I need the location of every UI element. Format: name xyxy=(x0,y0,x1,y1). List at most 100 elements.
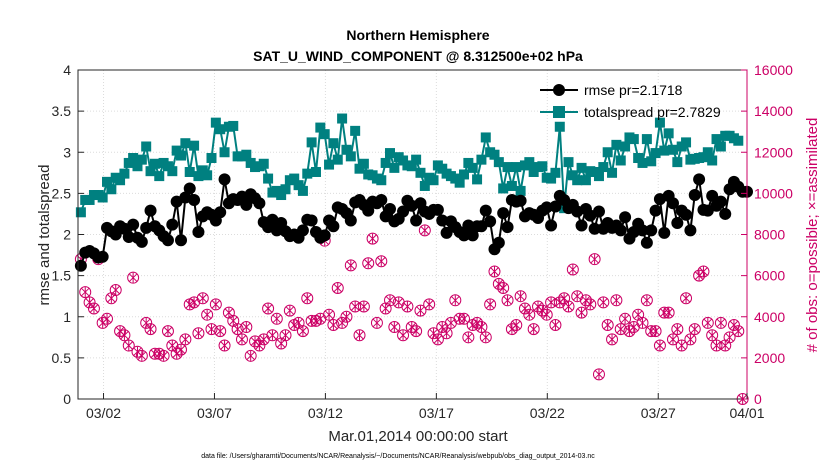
obs-possible-point xyxy=(96,316,109,329)
rmse-point xyxy=(431,203,444,216)
obs-assimilated-point xyxy=(681,293,691,304)
rmse-point xyxy=(362,204,375,217)
obs-assimilated-point xyxy=(111,285,121,296)
obs-assimilated-point xyxy=(163,326,173,337)
obs-possible-point xyxy=(606,333,619,346)
obs-assimilated-point xyxy=(202,309,212,320)
obs-assimilated-point xyxy=(612,295,621,306)
obs-possible-point xyxy=(383,294,396,307)
left-y-tick-label: 0.5 xyxy=(52,350,72,366)
obs-assimilated-point xyxy=(154,348,164,359)
obs-assimilated-point xyxy=(194,328,203,339)
totalspread-point xyxy=(406,161,417,172)
totalspread-point xyxy=(310,166,321,177)
obs-assimilated-point xyxy=(107,293,116,304)
legend-totalspread-marker xyxy=(553,106,565,118)
left-y-tick-label: 2.5 xyxy=(52,185,72,201)
rmse-point xyxy=(375,193,388,206)
obs-possible-point xyxy=(244,349,257,362)
left-y-tick-label: 3 xyxy=(63,144,71,160)
obs-assimilated-point xyxy=(141,317,151,328)
obs-possible-point xyxy=(344,259,357,272)
rmse-point xyxy=(218,173,231,186)
totalspread-point xyxy=(106,184,117,195)
obs-possible-point xyxy=(87,302,100,315)
totalspread-point xyxy=(459,169,470,180)
obs-assimilated-point xyxy=(120,330,129,341)
totalspread-point xyxy=(511,162,522,173)
totalspread-point xyxy=(411,154,422,165)
obs-possible-point xyxy=(266,329,279,342)
x-tick-label: 03/27 xyxy=(641,405,676,421)
obs-assimilated-point xyxy=(124,340,134,351)
obs-possible-point xyxy=(649,325,662,338)
obs-possible-point xyxy=(697,265,710,278)
obs-assimilated-point xyxy=(237,334,247,345)
obs-possible-point xyxy=(114,325,127,338)
obs-possible-point xyxy=(575,306,588,319)
obs-assimilated-point xyxy=(481,332,491,343)
rmse-point xyxy=(636,224,649,237)
obs-assimilated-point xyxy=(638,317,647,328)
obs-assimilated-point xyxy=(464,332,473,343)
right-y-tick-label: 0 xyxy=(754,391,762,407)
obs-possible-point xyxy=(484,298,497,311)
obs-possible-point xyxy=(540,308,553,321)
rmse-point xyxy=(436,214,449,227)
obs-possible-point xyxy=(305,314,318,327)
obs-possible-point xyxy=(579,294,592,307)
obs-assimilated-point xyxy=(664,307,673,318)
chart-title: Northern Hemisphere xyxy=(346,27,489,43)
obs-possible-point xyxy=(671,323,684,336)
obs-assimilated-point xyxy=(703,317,713,328)
obs-assimilated-point xyxy=(503,295,512,306)
obs-assimilated-point xyxy=(189,297,199,308)
totalspread-point xyxy=(258,158,269,169)
totalspread-point xyxy=(206,153,217,164)
obs-assimilated-point xyxy=(350,301,360,312)
rmse-point xyxy=(122,230,135,243)
obs-possible-point xyxy=(201,308,214,321)
obs-possible-point xyxy=(732,325,745,338)
obs-assimilated-point xyxy=(102,313,112,324)
totalspread-point xyxy=(550,167,561,178)
totalspread-point xyxy=(493,157,504,168)
obs-assimilated-point xyxy=(490,266,499,277)
obs-possible-point xyxy=(296,325,309,338)
obs-possible-point xyxy=(636,316,649,329)
rmse-point xyxy=(614,224,627,237)
obs-possible-point xyxy=(170,347,183,360)
rmse-point xyxy=(701,204,714,217)
obs-possible-point xyxy=(619,312,632,325)
rmse-point xyxy=(466,229,479,242)
rmse-point xyxy=(74,259,87,272)
obs-assimilated-point xyxy=(633,309,643,320)
totalspread-point xyxy=(593,171,604,182)
obs-possible-point xyxy=(279,329,292,342)
totalspread-point xyxy=(345,151,356,162)
rmse-point xyxy=(658,226,671,239)
obs-possible-point xyxy=(127,271,140,284)
obs-possible-point xyxy=(349,300,362,313)
obs-possible-point xyxy=(645,325,658,338)
obs-assimilated-point xyxy=(398,330,408,341)
obs-possible-point xyxy=(471,316,484,329)
obs-assimilated-point xyxy=(224,307,234,318)
obs-possible-point xyxy=(658,306,671,319)
totalspread-point xyxy=(289,173,300,184)
obs-possible-point xyxy=(662,306,675,319)
obs-assimilated-point xyxy=(337,317,347,328)
obs-assimilated-point xyxy=(228,315,238,326)
obs-assimilated-point xyxy=(272,313,282,324)
obs-possible-point xyxy=(357,300,370,313)
obs-possible-point xyxy=(375,255,388,268)
right-y-axis-label: # of obs: o=possible; ×=assimilated xyxy=(804,118,821,353)
totalspread-point xyxy=(715,141,726,152)
totalspread-point xyxy=(154,171,165,182)
totalspread-point xyxy=(489,149,500,160)
rmse-point xyxy=(327,220,340,233)
obs-possible-point xyxy=(458,312,471,325)
totalspread-point xyxy=(276,190,287,201)
obs-assimilated-point xyxy=(577,307,586,318)
obs-assimilated-point xyxy=(429,328,438,339)
